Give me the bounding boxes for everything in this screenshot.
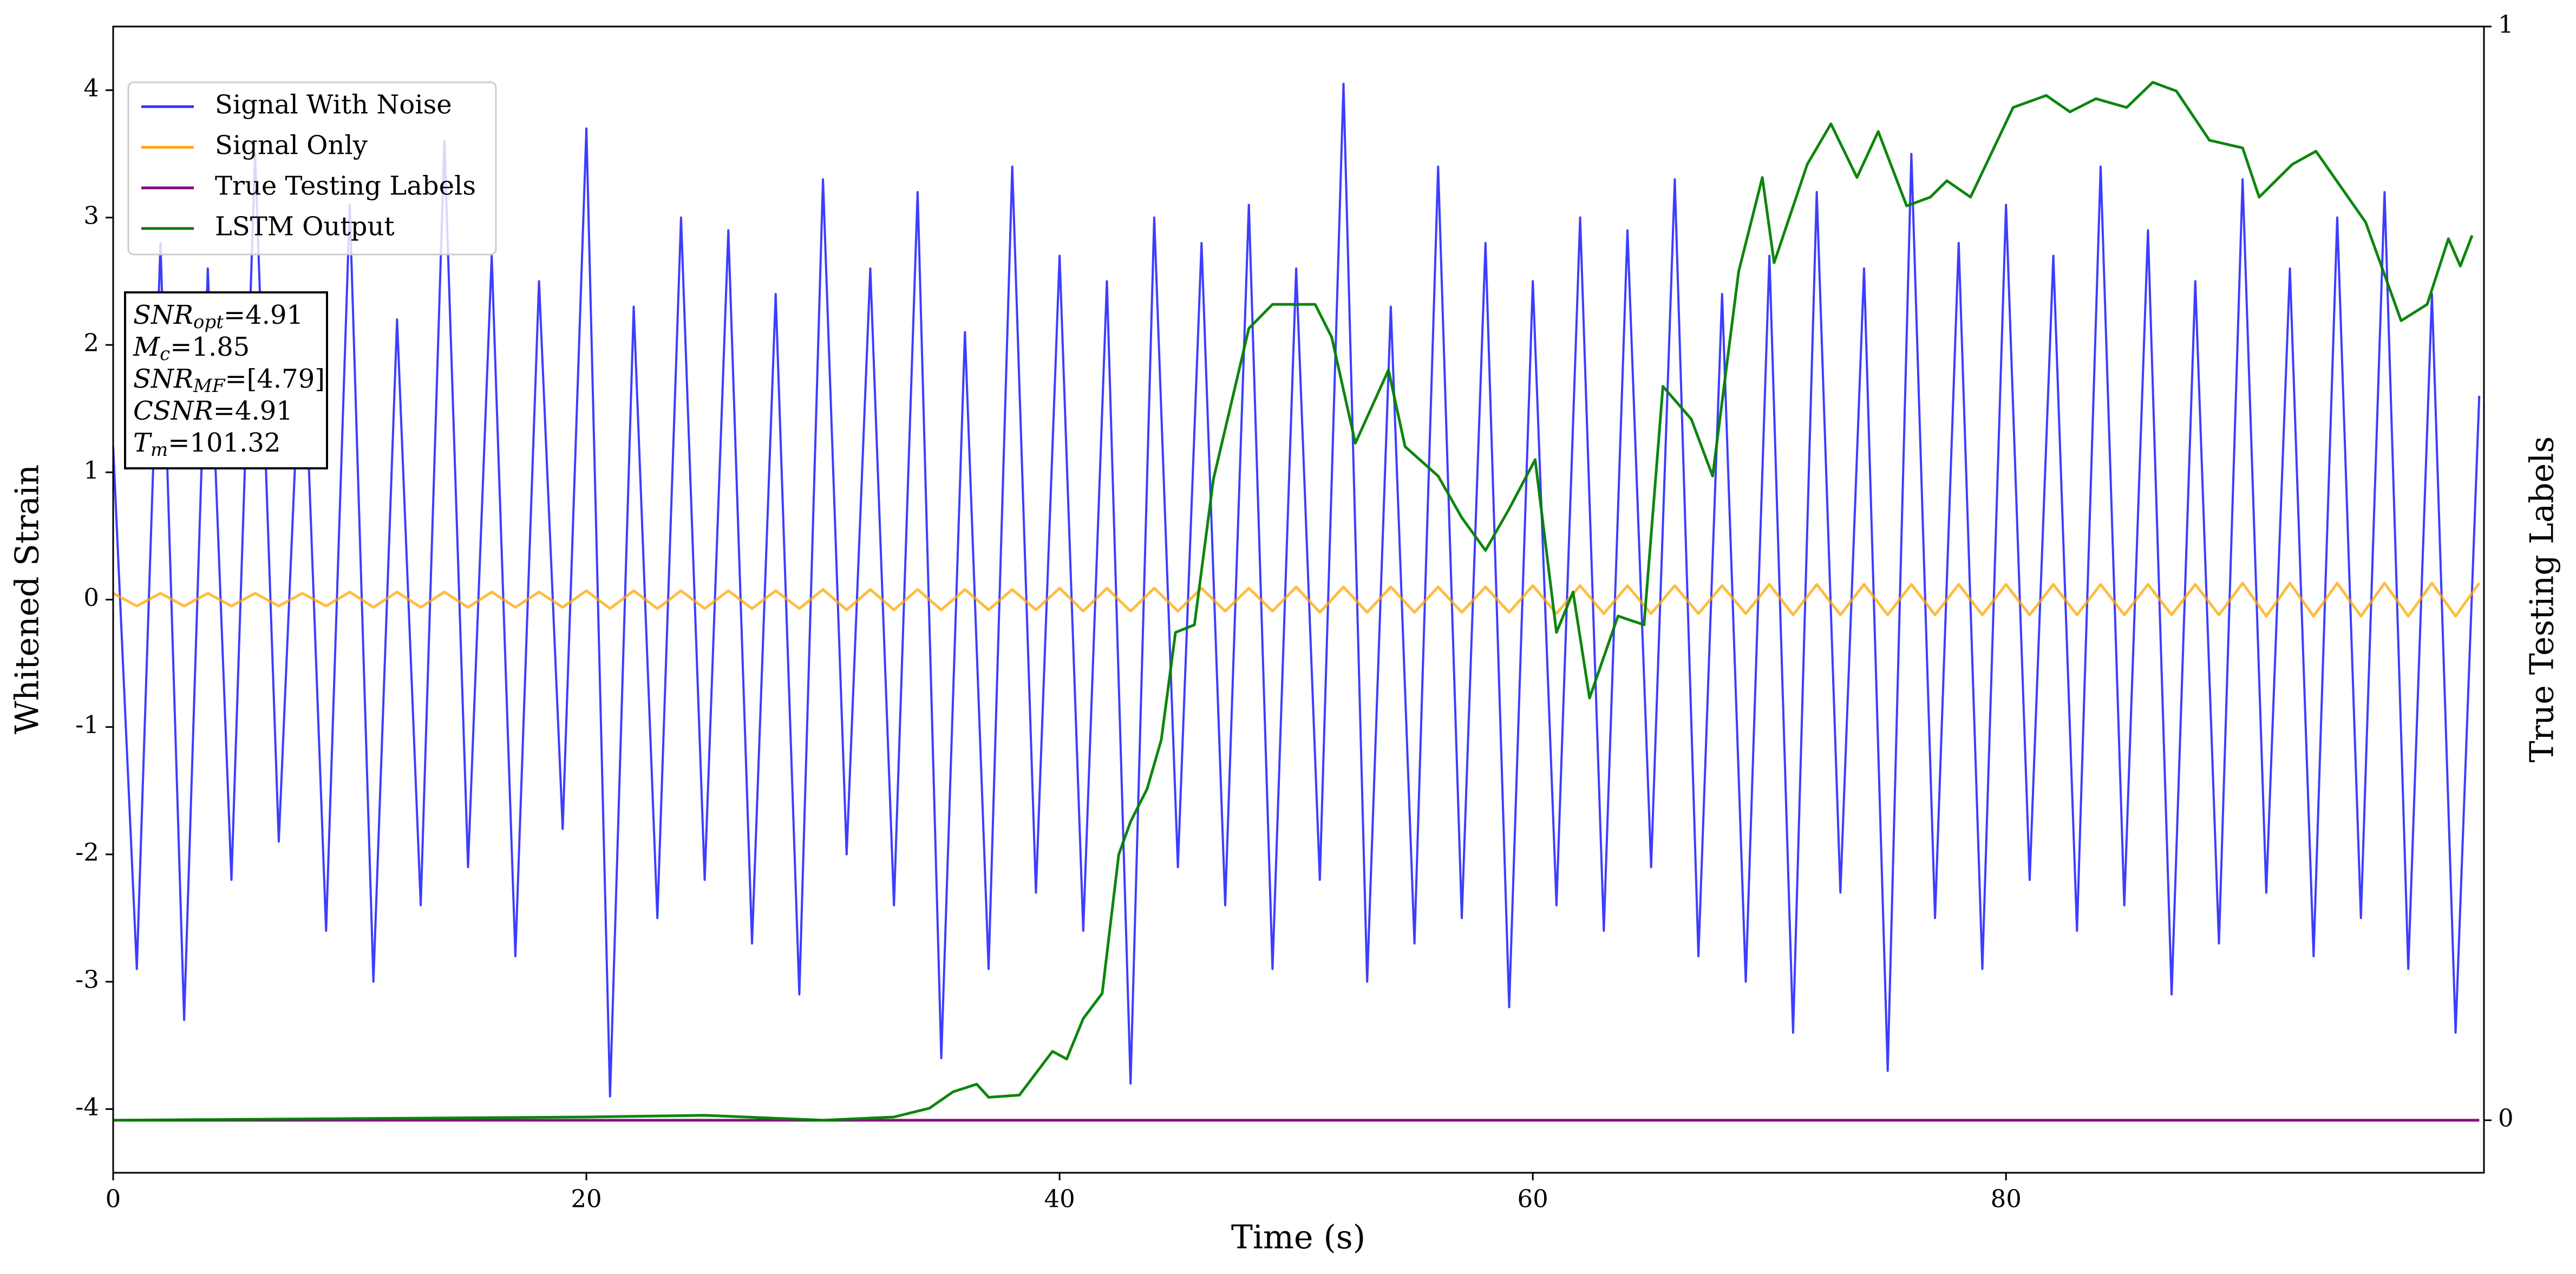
annotation: Mc=1.85 [133, 332, 250, 365]
annotation-sub: MF [193, 375, 226, 397]
legend-label: True Testing Labels [215, 171, 476, 201]
annotation-symbol: T [133, 428, 152, 458]
annotation-sub: c [160, 343, 170, 365]
x-tick-label: 60 [1518, 1185, 1548, 1213]
annotation-symbol: SNR [133, 300, 193, 330]
legend-label: Signal With Noise [215, 90, 452, 120]
annotation: CSNR=4.91 [133, 396, 293, 426]
x-tick-label: 80 [1991, 1185, 2022, 1213]
y2-axis-label: True Testing Labels [2523, 436, 2561, 763]
series-line [113, 82, 2481, 1097]
y-tick-label: -1 [75, 710, 99, 739]
annotation-sub: m [151, 439, 168, 461]
y-tick-label: -4 [75, 1093, 99, 1121]
annotation: Tm=101.32 [133, 428, 280, 461]
annotation-sub: opt [193, 311, 224, 333]
legend: Signal With Noise Signal Only True Testing… [127, 81, 497, 256]
legend-label: Signal Only [215, 130, 368, 161]
series-line [113, 582, 2481, 618]
series-line [113, 81, 2474, 1122]
annotation-symbol: CSNR [133, 396, 213, 426]
x-tick-label: 20 [571, 1185, 601, 1213]
y-tick-label: 4 [83, 74, 99, 102]
annotation-symbol: SNR [133, 364, 193, 394]
x-tick-label: 40 [1044, 1185, 1075, 1213]
annotation-frame [124, 291, 328, 469]
legend-box [127, 81, 497, 256]
y-tick-label: -3 [75, 965, 99, 994]
annotation: SNRopt=4.91 [133, 300, 303, 334]
plot-area [113, 81, 2481, 1122]
y-tick-label: 2 [83, 329, 99, 357]
annotation-symbol: M [133, 332, 161, 362]
annotation-value: =4.91 [224, 300, 303, 330]
annotation: SNRMF=[4.79] [133, 364, 325, 397]
x-tick-label: 0 [106, 1185, 121, 1213]
annotation-value: =[4.79] [225, 364, 325, 394]
y-axis-label: Whitened Strain [9, 465, 47, 734]
y-tick-label: 1 [83, 456, 99, 485]
y-tick-label: -2 [75, 838, 99, 866]
annotation-value: =4.91 [213, 396, 293, 426]
y2-tick-label: 0 [2498, 1104, 2514, 1133]
annotation-value: =1.85 [170, 332, 250, 362]
annotation-value: =101.32 [168, 428, 280, 458]
annotation-box: SNRopt=4.91Mc=1.85SNRMF=[4.79]CSNR=4.91T… [124, 291, 328, 469]
y-tick-label: 3 [83, 201, 99, 230]
x-axis-label: Time (s) [1231, 1219, 1365, 1257]
y-tick-label: 0 [83, 583, 99, 612]
legend-label: LSTM Output [215, 212, 395, 242]
y2-tick-label: 1 [2498, 10, 2514, 39]
